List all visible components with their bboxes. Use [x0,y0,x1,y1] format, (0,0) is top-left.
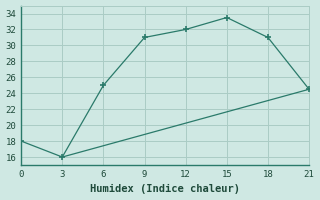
X-axis label: Humidex (Indice chaleur): Humidex (Indice chaleur) [90,184,240,194]
